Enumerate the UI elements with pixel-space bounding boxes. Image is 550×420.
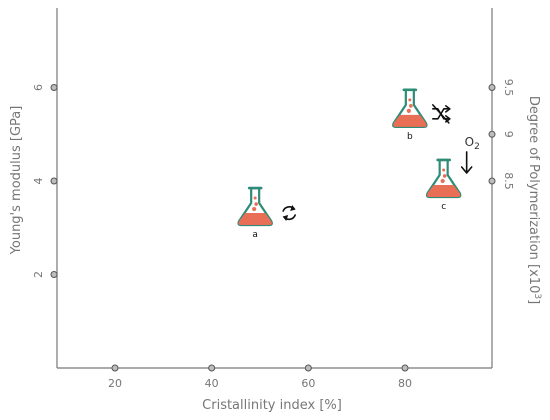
y-ticks-left: 2 4 6 <box>32 83 58 278</box>
y-axis-right-title-main: Degree of Polymerization [x10 <box>526 96 541 294</box>
flask-liquid <box>393 114 427 127</box>
y-tick-label: 4 <box>32 177 45 184</box>
flask-marker <box>392 88 428 128</box>
point-label: a <box>252 230 258 240</box>
x-tick-mark <box>208 364 216 372</box>
flask-bubble <box>408 98 412 102</box>
flask-bubble <box>253 196 257 200</box>
flask-bubble <box>442 174 447 178</box>
point-label: b <box>407 132 413 142</box>
flask-bubble <box>254 202 258 206</box>
flask-marker <box>425 158 462 199</box>
oxygen-subscript: 2 <box>474 142 480 152</box>
y2-tick-label: 9 <box>502 131 515 138</box>
x-tick-label: 20 <box>108 377 122 390</box>
cycle-arrowhead-bottom <box>282 215 289 222</box>
x-axis-title: Cristallinity index [%] <box>202 398 342 413</box>
cycle-icon <box>282 205 296 222</box>
y2-tick-label: 9.5 <box>502 79 515 97</box>
point-label: c <box>441 202 446 212</box>
no-shuffle-icon <box>432 104 451 124</box>
oxygen-symbol: O <box>465 135 474 149</box>
flask-bubble <box>442 168 446 172</box>
flask-liquid <box>238 213 272 226</box>
y2-tick-mark <box>488 177 496 185</box>
y-axis-right-title-sup: 3 <box>532 293 542 299</box>
y-tick-label: 2 <box>32 271 45 278</box>
y2-tick-label: 8.5 <box>502 172 515 190</box>
y-axis-left-title: Young's modulus [GPa] <box>9 106 24 256</box>
flask-bubble <box>440 178 445 184</box>
y-tick-mark <box>50 270 58 278</box>
y2-tick-mark <box>488 83 496 91</box>
shuffle-arrowhead-1 <box>445 105 451 113</box>
x-ticks: 20 40 60 80 <box>108 364 412 390</box>
flask-bubble <box>406 108 411 113</box>
x-tick-mark <box>401 364 409 372</box>
x-tick-label: 40 <box>205 377 219 390</box>
x-tick-label: 60 <box>301 377 315 390</box>
data-point-a: a <box>237 186 296 240</box>
y2-tick-mark <box>488 130 496 138</box>
flask-bubble <box>409 104 413 108</box>
x-tick-mark <box>111 364 119 372</box>
flask-bubble <box>252 206 257 212</box>
data-point-c: c O2 <box>425 135 480 212</box>
flask-marker <box>237 186 273 227</box>
x-tick-mark <box>304 364 312 372</box>
data-points: a b c O2 <box>237 88 480 240</box>
oxygen-label: O2 <box>465 135 480 152</box>
x-tick-label: 80 <box>398 377 412 390</box>
cycle-arrowhead-top <box>290 205 296 212</box>
y-axis-right-title-end: ] <box>526 299 541 304</box>
y-tick-label: 6 <box>32 84 45 91</box>
strike-line <box>432 104 450 124</box>
y-tick-mark <box>50 177 58 185</box>
data-point-b: b <box>392 88 451 142</box>
y-axis-right-title: Degree of Polymerization [x103] <box>526 96 542 304</box>
oxygen-arrow-icon: O2 <box>460 135 480 174</box>
down-arrow-head <box>460 166 473 174</box>
y-ticks-right: 8.5 9 9.5 <box>488 79 515 190</box>
y-tick-mark <box>50 83 58 91</box>
flask-liquid <box>427 184 461 197</box>
